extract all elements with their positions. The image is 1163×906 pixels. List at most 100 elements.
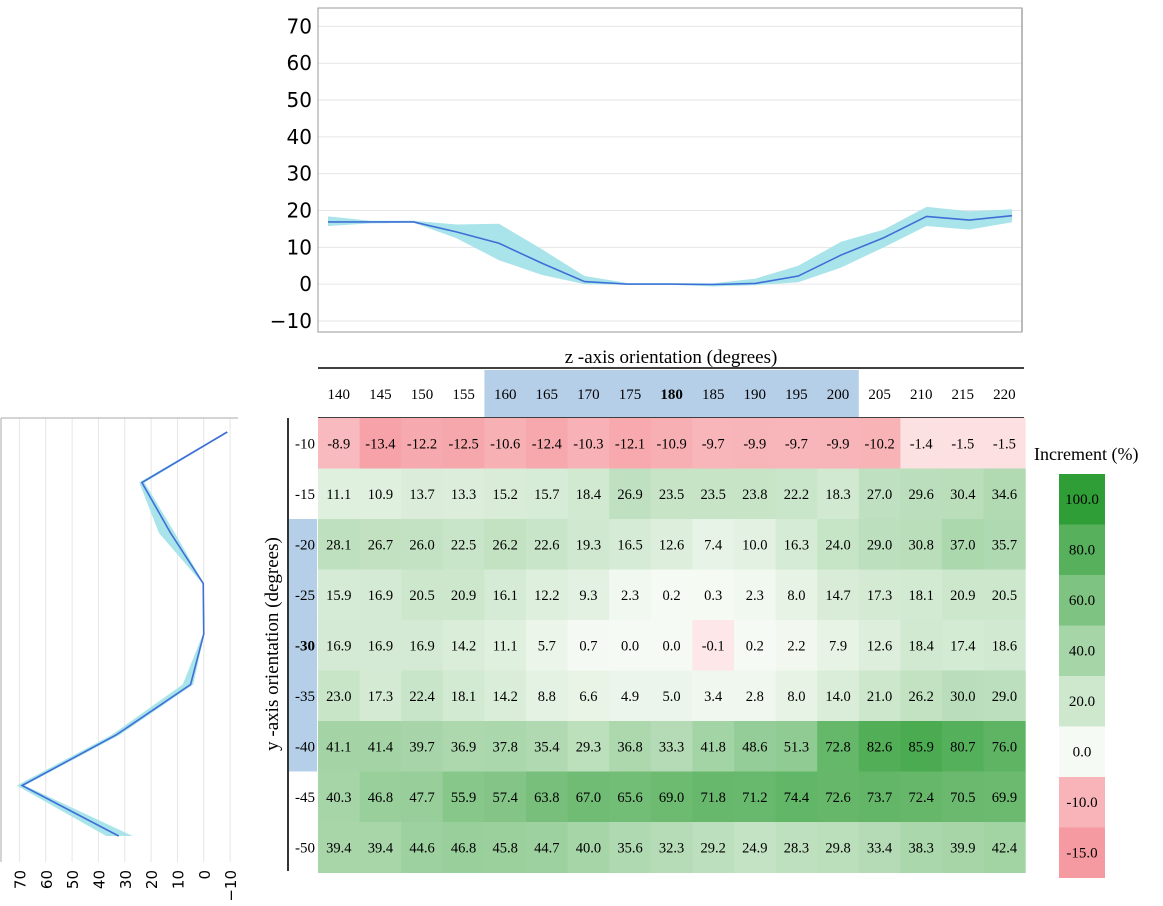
heatmap-cell-value: 71.8 [701,790,726,806]
heatmap-cell-value: 36.8 [617,739,642,755]
heatmap-cell-value: 57.4 [493,790,519,806]
heatmap-cell [609,670,652,722]
heatmap-cell [942,569,985,621]
heatmap-cell-value: 2.2 [787,638,805,654]
heatmap-cell-value: 39.9 [950,840,975,856]
heatmap-cell [567,620,610,671]
heatmap-cell [526,620,569,671]
side-x-tick-label: 10 [169,870,187,889]
heatmap-cell-value: 20.9 [950,588,975,604]
heatmap-cell-value: 29.6 [909,487,934,503]
x-tick-label: 190 [744,387,767,403]
heatmap-cell-value: 16.9 [368,588,393,604]
heatmap-cell-value: 17.4 [950,638,976,654]
heatmap-cell [900,822,943,873]
legend-entry-label: 80.0 [1069,543,1095,559]
heatmap-cell [734,418,777,469]
heatmap-cell [359,771,402,823]
legend-entry-label: -10.0 [1066,795,1097,811]
legend-entry-label: 60.0 [1069,593,1095,609]
heatmap-cell-value: 16.9 [409,638,434,654]
heatmap-cell [401,468,444,520]
heatmap-cell-value: -9.7 [702,436,725,452]
heatmap-cell [484,569,527,621]
y-tick-label: -45 [295,790,315,806]
heatmap-cell [609,569,652,621]
legend-swatch [1059,726,1105,777]
heatmap-cell-value: 38.3 [909,840,934,856]
heatmap-cell [650,822,693,873]
heatmap-cell-value: 9.3 [579,588,597,604]
heatmap-cell-value: 35.4 [534,739,560,755]
heatmap-cell [734,519,777,570]
heatmap-cell [567,771,610,823]
heatmap-cell [484,519,527,570]
heatmap-cell-value: 26.0 [409,537,434,553]
heatmap-cell-value: 16.9 [368,638,393,654]
side-x-tick-label: 70 [11,870,29,889]
legend-swatch [1059,625,1105,676]
heatmap-cell [692,519,735,570]
heatmap-cell-value: 37.0 [950,537,975,553]
heatmap-cell-value: 21.0 [867,689,892,705]
heatmap-cell [609,771,652,823]
heatmap-cell-value: 17.3 [867,588,892,604]
heatmap-cell-value: 13.3 [451,487,476,503]
heatmap-cell-value: 4.9 [621,689,639,705]
heatmap-cell-value: 3.4 [704,689,723,705]
heatmap-cell [650,771,693,823]
heatmap-cell-value: 69.9 [992,790,1017,806]
heatmap-cell-value: 8.8 [538,689,556,705]
heatmap-cell-value: 0.2 [663,588,681,604]
heatmap-cell-value: -9.9 [827,436,850,452]
heatmap-cell [942,670,985,722]
heatmap-cell [401,721,444,772]
x-tick-label: 150 [411,387,434,403]
heatmap-cell-value: 40.3 [326,790,351,806]
heatmap-cell-value: 19.3 [576,537,601,553]
heatmap-cell [983,670,1026,722]
heatmap-cell [484,468,527,520]
heatmap-cell-value: 2.8 [746,689,764,705]
side-series-line [20,431,228,837]
heatmap-cell-value: 15.7 [534,487,559,503]
heatmap-cell [526,771,569,823]
heatmap-cell-value: 33.3 [659,739,684,755]
heatmap-cell [900,771,943,823]
heatmap-cell [858,670,901,722]
heatmap-cell-value: 34.6 [992,487,1017,503]
heatmap-cell [817,468,860,520]
heatmap-cell [567,721,610,772]
x-tick-label: 220 [993,387,1016,403]
heatmap-cell [775,721,818,772]
heatmap-cell [858,519,901,570]
heatmap-cell [817,822,860,873]
heatmap-cell-value: -8.9 [327,436,350,452]
heatmap-cell [942,822,985,873]
heatmap-cell-value: 41.4 [368,739,394,755]
heatmap-cell [526,519,569,570]
x-tick-label: 160 [494,387,516,403]
heatmap-cell [609,468,652,520]
heatmap-cell-value: 29.0 [867,537,892,553]
heatmap-cell-value: 85.9 [909,739,934,755]
top-y-tick-label: 20 [287,199,312,223]
y-tick-label: -40 [295,739,315,755]
side-x-tick-label: 50 [64,870,82,889]
heatmap-cell-value: 15.9 [326,588,351,604]
heatmap-cell [526,822,569,873]
heatmap-cell-value: 22.2 [784,487,809,503]
heatmap-cell-value: 0.7 [579,638,597,654]
heatmap-cell [692,418,735,469]
heatmap-cell [401,670,444,722]
heatmap-cell-value: 26.7 [368,537,393,553]
heatmap-cell [484,721,527,772]
side-x-tick-label: 60 [38,870,56,889]
heatmap-cell-value: 48.6 [742,739,767,755]
x-tick-label: 170 [577,387,600,403]
heatmap-cell-value: 29.3 [576,739,601,755]
heatmap-cell [318,519,361,570]
heatmap-cell [983,468,1026,520]
heatmap-cell [734,468,777,520]
heatmap-cell-value: 14.0 [825,689,850,705]
